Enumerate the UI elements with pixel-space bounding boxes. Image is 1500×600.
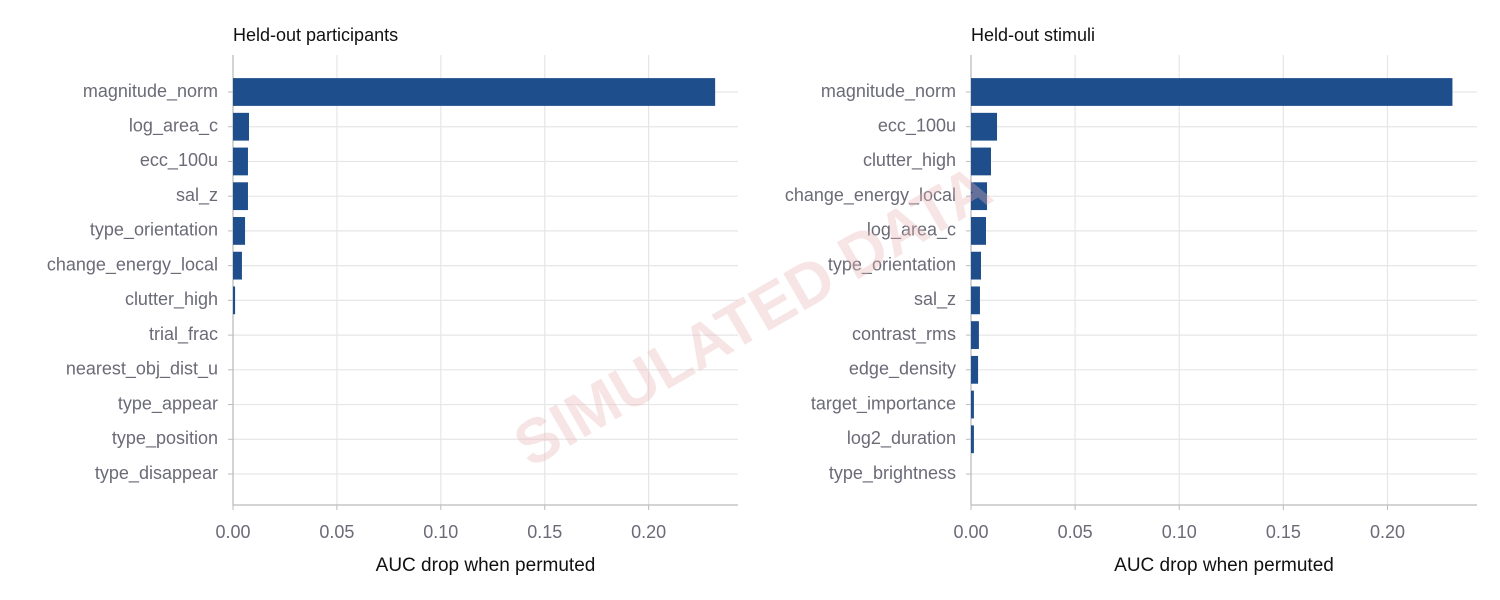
y-tick-label: ecc_100u [140, 150, 218, 171]
panel-title: Held-out participants [233, 25, 398, 45]
y-tick-label: sal_z [176, 185, 218, 206]
y-tick-label: change_energy_local [47, 254, 218, 275]
bar [971, 390, 974, 419]
bar [233, 182, 248, 211]
y-tick-label: log2_duration [847, 428, 956, 449]
x-tick-label: 0.20 [631, 522, 666, 542]
x-tick-label: 0.10 [1162, 522, 1197, 542]
y-tick-label: edge_density [849, 359, 956, 380]
y-tick-label: nearest_obj_dist_u [66, 359, 218, 380]
y-tick-label: clutter_high [125, 289, 218, 310]
x-axis-label: AUC drop when permuted [1114, 555, 1334, 576]
y-tick-label: log_area_c [867, 220, 956, 241]
y-tick-label: clutter_high [863, 150, 956, 171]
y-tick-label: target_importance [811, 393, 956, 414]
y-tick-label: type_disappear [95, 463, 218, 484]
bar [971, 425, 974, 454]
bar [233, 78, 716, 106]
y-tick-label: trial_frac [149, 324, 218, 345]
bar [233, 147, 248, 176]
x-tick-label: 0.00 [215, 522, 250, 542]
y-tick-label: sal_z [914, 289, 956, 310]
y-tick-label: type_orientation [828, 254, 956, 275]
panel-title: Held-out stimuli [971, 25, 1095, 45]
bar [971, 355, 979, 384]
y-tick-label: type_brightness [829, 463, 956, 484]
bar [233, 286, 236, 315]
bar [971, 112, 998, 141]
y-tick-label: contrast_rms [852, 324, 956, 345]
y-tick-label: type_appear [118, 393, 218, 414]
bar [971, 286, 980, 315]
y-tick-label: magnitude_norm [83, 81, 218, 102]
bar [971, 182, 988, 211]
x-tick-label: 0.20 [1370, 522, 1405, 542]
x-axis-label: AUC drop when permuted [376, 555, 596, 576]
y-tick-label: ecc_100u [878, 115, 956, 136]
bar [233, 112, 250, 141]
y-tick-label: magnitude_norm [821, 81, 956, 102]
y-tick-label: log_area_c [129, 115, 218, 136]
y-tick-label: change_energy_local [785, 185, 956, 206]
x-tick-label: 0.15 [527, 522, 562, 542]
x-tick-label: 0.00 [953, 522, 988, 542]
bar [971, 147, 991, 176]
x-tick-label: 0.10 [423, 522, 458, 542]
y-tick-label: type_position [112, 428, 218, 449]
bar [233, 217, 246, 245]
x-tick-label: 0.05 [1058, 522, 1093, 542]
bar [971, 78, 1453, 106]
bar [971, 251, 981, 280]
x-tick-label: 0.05 [319, 522, 354, 542]
bar [971, 321, 979, 349]
bar [233, 251, 242, 280]
bar [971, 217, 986, 245]
x-tick-label: 0.15 [1266, 522, 1301, 542]
y-tick-label: type_orientation [90, 220, 218, 241]
